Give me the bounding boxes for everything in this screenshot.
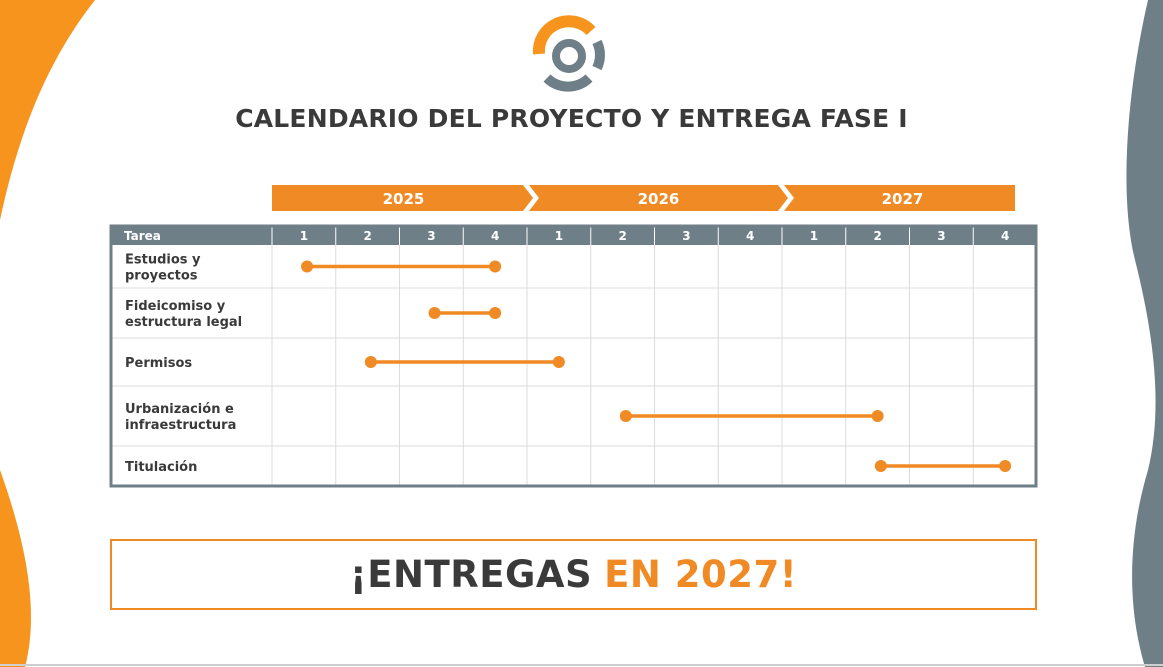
- task-label: infraestructura: [125, 418, 236, 433]
- page-title: CALENDARIO DEL PROYECTO Y ENTREGA FASE I: [235, 104, 908, 133]
- gantt-table-bg: [110, 225, 1037, 486]
- task-end-dot: [552, 356, 565, 368]
- gray-right-wave: [1126, 0, 1163, 667]
- quarter-label: 4: [491, 229, 499, 243]
- quarter-label: 3: [682, 229, 690, 243]
- gantt-header-bar: [110, 225, 1037, 245]
- quarter-label: 1: [300, 229, 308, 243]
- year-label-2027: 2027: [882, 190, 924, 208]
- banner-text-primary: ¡ENTREGAS: [349, 553, 593, 596]
- year-label-2025: 2025: [383, 190, 425, 208]
- delivery-banner: ¡ENTREGAS EN 2027!: [110, 539, 1037, 610]
- task-label: Titulación: [125, 460, 197, 475]
- task-label: Fideicomiso y: [125, 299, 226, 314]
- quarter-label: 4: [746, 229, 754, 243]
- year-segment-2027: [784, 185, 1015, 211]
- banner-text-accent: EN 2027!: [604, 553, 798, 596]
- quarter-label: 2: [618, 229, 626, 243]
- year-ribbon: 2025 2026 2027: [272, 185, 1015, 211]
- task-start-dot: [364, 356, 377, 368]
- company-logo: [532, 15, 605, 92]
- task-label: Urbanización e: [125, 402, 234, 417]
- task-end-dot: [871, 410, 884, 422]
- task-start-dot: [619, 410, 632, 422]
- quarter-label: 3: [937, 229, 945, 243]
- quarter-label: 2: [873, 229, 881, 243]
- task-end-dot: [999, 460, 1012, 472]
- task-label: estructura legal: [125, 315, 242, 330]
- quarter-label: 1: [810, 229, 818, 243]
- quarter-label: 3: [427, 229, 435, 243]
- year-segment-2025: [272, 185, 533, 211]
- task-start-dot: [428, 307, 441, 319]
- orange-corner-shape: [0, 0, 95, 220]
- task-start-dot: [301, 260, 314, 273]
- task-end-dot: [489, 307, 502, 319]
- task-label: Permisos: [125, 356, 192, 371]
- year-segment-2026: [529, 185, 788, 211]
- task-column-header: Tarea: [124, 229, 161, 243]
- year-label-2026: 2026: [638, 190, 680, 208]
- quarter-label: 1: [555, 229, 563, 243]
- task-start-dot: [874, 460, 887, 472]
- task-label: proyectos: [125, 269, 198, 284]
- task-label: Estudios y: [125, 253, 201, 268]
- quarter-label: 4: [1001, 229, 1009, 243]
- orange-left-curve: [0, 470, 31, 667]
- gantt-table-border: [109, 224, 1038, 488]
- task-end-dot: [489, 260, 502, 273]
- quarter-label: 2: [363, 229, 371, 243]
